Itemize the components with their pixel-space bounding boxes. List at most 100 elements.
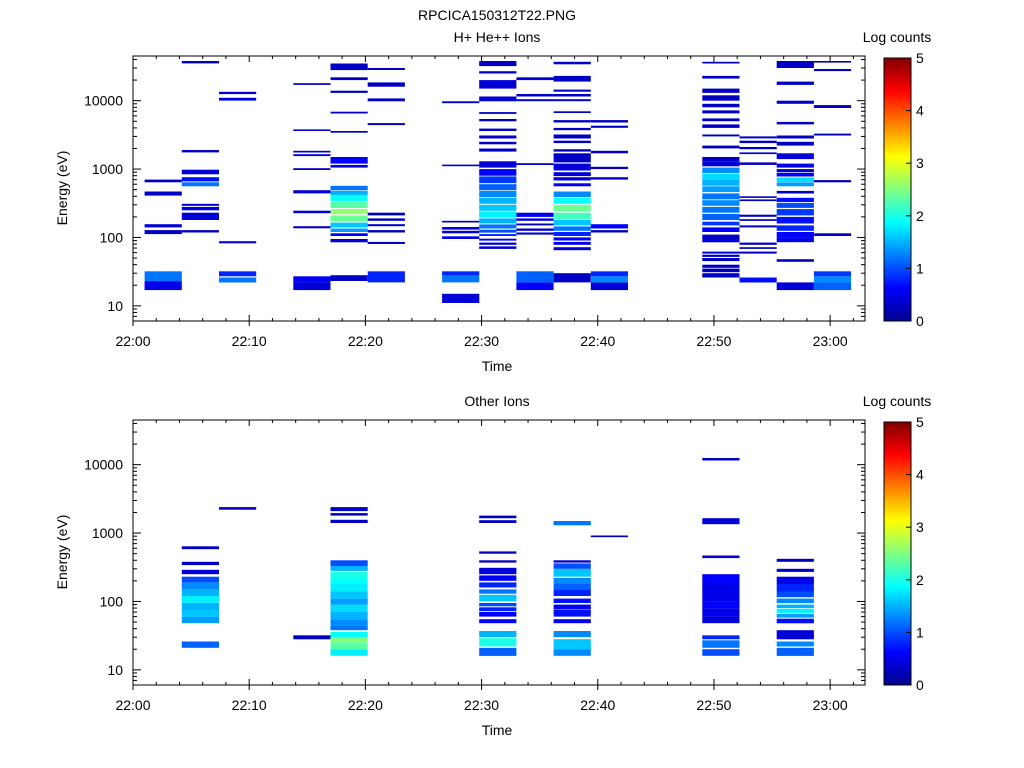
heatmap-cell [479, 515, 517, 519]
heatmap-cell [776, 647, 814, 656]
heatmap-cell [367, 123, 405, 126]
heatmap-cell [813, 69, 852, 72]
panel1-xlabel: Time [482, 358, 513, 374]
heatmap-cell [479, 589, 517, 594]
heatmap-cell [776, 641, 814, 647]
heatmap-cell [479, 148, 517, 152]
heatmap-cell [813, 233, 852, 236]
heatmap-cell [479, 612, 517, 617]
heatmap-cell [330, 111, 368, 114]
heatmap-cell [702, 584, 740, 592]
heatmap-cell [776, 558, 814, 562]
panel1-colorbar-label: Log counts [863, 29, 932, 45]
heatmap-cell [479, 80, 517, 89]
heatmap-cell [702, 88, 740, 93]
heatmap-cell [553, 120, 591, 123]
heatmap-cell [330, 77, 368, 81]
heatmap-cell [479, 246, 517, 249]
heatmap-cell [330, 625, 368, 631]
heatmap-cell [702, 268, 740, 273]
heatmap-cell [776, 172, 814, 177]
heatmap-cell [479, 224, 517, 229]
heatmap-cell [479, 551, 517, 554]
heatmap-cell [479, 112, 517, 114]
heatmap-cell [776, 282, 814, 291]
heatmap-cell [144, 230, 182, 235]
heatmap-cell [330, 566, 368, 571]
heatmap-cell [479, 594, 517, 602]
heatmap-cell [813, 61, 852, 63]
heatmap-cell [144, 224, 182, 228]
heatmap-cell [330, 222, 368, 228]
x-tick-label: 22:30 [464, 697, 499, 713]
heatmap-cell [776, 197, 814, 202]
heatmap-cell [330, 637, 368, 643]
heatmap-cell [702, 118, 740, 122]
heatmap-cell [479, 184, 517, 191]
heatmap-cell [442, 101, 480, 104]
heatmap-cell [553, 94, 591, 97]
heatmap-cell [516, 232, 554, 235]
heatmap-cell [553, 598, 591, 603]
heatmap-cell [479, 218, 517, 224]
heatmap-cell [776, 100, 814, 104]
heatmap-cell [479, 607, 517, 612]
heatmap-cell [181, 596, 219, 603]
heatmap-cell [330, 519, 368, 523]
heatmap-cell [516, 94, 554, 97]
y-tick-label: 10000 [84, 93, 123, 109]
heatmap-cell [702, 264, 740, 268]
heatmap-cell [516, 163, 554, 165]
heatmap-cell [590, 150, 628, 154]
heatmap-cell [330, 233, 368, 236]
heatmap-cell [293, 635, 331, 640]
heatmap-cell [293, 150, 331, 153]
heatmap-cell [553, 183, 591, 187]
heatmap-cell [553, 127, 591, 131]
heatmap-cell [553, 99, 591, 102]
heatmap-cell [702, 518, 740, 525]
heatmap-cell [739, 219, 777, 221]
heatmap-cell [330, 131, 368, 133]
heatmap-cell [367, 68, 405, 70]
heatmap-cell [553, 560, 591, 563]
heatmap-cell [293, 129, 331, 131]
heatmap-cell [479, 647, 517, 656]
heatmap-cell [181, 641, 219, 648]
heatmap-cell [739, 162, 777, 165]
heatmap-cell [776, 121, 814, 125]
heatmap-cell [590, 230, 628, 233]
heatmap-cell [776, 61, 814, 68]
x-tick-label: 22:50 [696, 697, 731, 713]
heatmap-cell [702, 200, 740, 206]
heatmap-cell [776, 163, 814, 168]
heatmap-cell [330, 612, 368, 620]
heatmap-cell [776, 630, 814, 640]
heatmap-cell [553, 619, 591, 624]
heatmap-cell [181, 616, 219, 624]
heatmap-cell [330, 194, 368, 202]
heatmap-cell [330, 190, 368, 195]
heatmap-cell [330, 584, 368, 592]
heatmap-cell [516, 99, 554, 102]
heatmap-cell [479, 135, 517, 139]
heatmap-cell [479, 603, 517, 607]
panel-h-he-ions: H+ He++ Ions 22:00 22:10 22:20 22:30 22:40 22… [54, 29, 931, 374]
x-tick-label: 23:00 [813, 697, 848, 713]
heatmap-cell [776, 169, 814, 173]
heatmap-cell [553, 589, 591, 596]
colorbar-tick-label: 2 [916, 572, 924, 588]
heatmap-cell [330, 513, 368, 516]
heatmap-cell [330, 642, 368, 650]
panel2-xlabel: Time [482, 722, 513, 738]
heatmap-cell [367, 82, 405, 87]
heatmap-cell [293, 168, 331, 170]
y-tick-label: 10000 [84, 457, 123, 473]
heatmap-cell [813, 271, 852, 277]
heatmap-cell [553, 212, 591, 220]
x-tick-label: 22:20 [348, 697, 383, 713]
heatmap-cell [367, 230, 405, 233]
heatmap-cell [479, 229, 517, 233]
panel2-colorbar [883, 421, 912, 686]
heatmap-cell [739, 199, 777, 202]
